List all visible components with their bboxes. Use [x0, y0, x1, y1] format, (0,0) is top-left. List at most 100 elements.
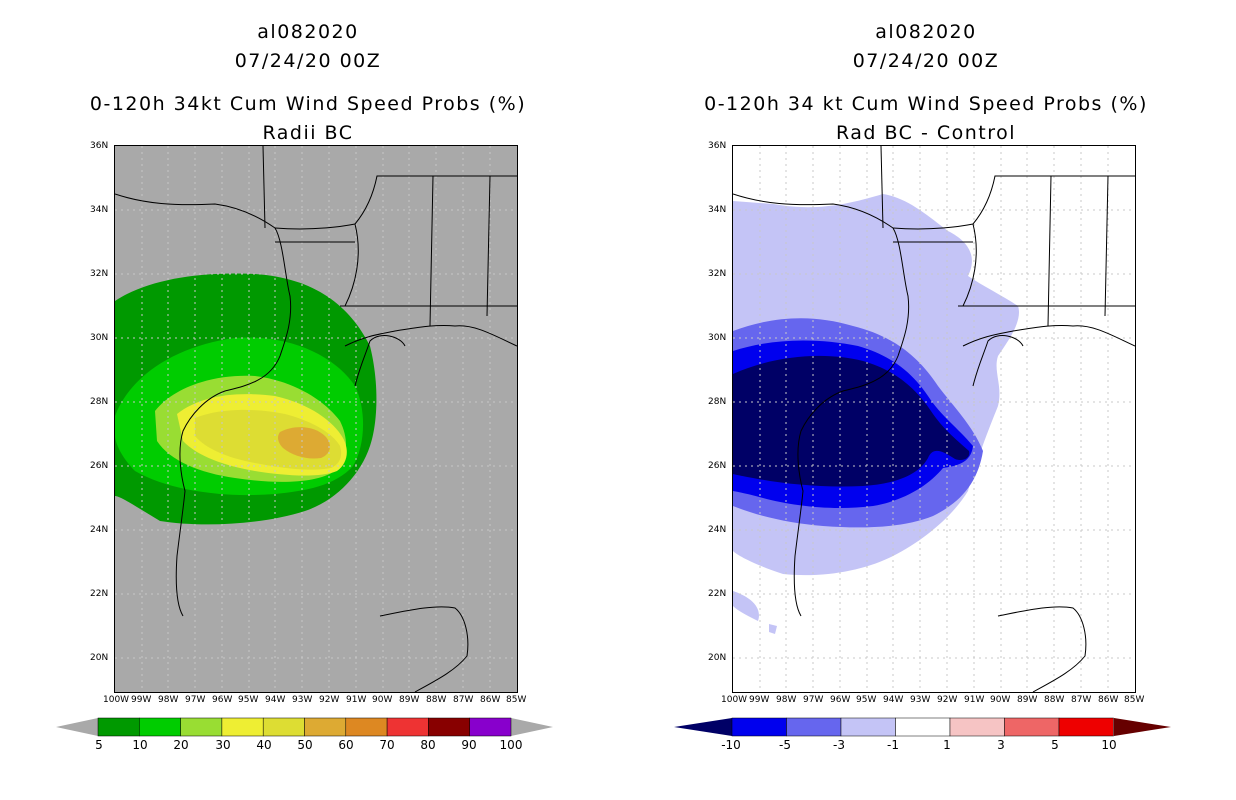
- lat-label: 32N: [90, 269, 109, 279]
- lon-label: 99W: [749, 695, 770, 705]
- lon-label: 95W: [856, 695, 877, 705]
- left-map-svg: [115, 146, 517, 692]
- colorbar-label: -10: [721, 738, 741, 752]
- colorbar-label: 50: [297, 738, 313, 752]
- colorbar-cell: [262, 717, 305, 737]
- colorbar-cell: [895, 717, 951, 737]
- left-prob-contours: [115, 273, 377, 525]
- lat-label: 20N: [90, 653, 109, 663]
- colorbar-cell: [180, 717, 223, 737]
- lon-label: 90W: [990, 695, 1011, 705]
- lon-label: 88W: [426, 695, 447, 705]
- colorbar-label: 5: [1051, 738, 1059, 752]
- right-init-time: 07/24/20 00Z: [852, 50, 1000, 72]
- colorbar-label: -1: [887, 738, 899, 752]
- colorbar-label: 80: [420, 738, 436, 752]
- lon-label: 91W: [346, 695, 367, 705]
- colorbar-cell: [97, 717, 140, 737]
- right-grid: [733, 146, 1135, 692]
- colorbar-label: 40: [256, 738, 272, 752]
- right-colorbar-over-triangle: [1114, 718, 1171, 736]
- colorbar-label: 30: [215, 738, 231, 752]
- left-colorbar-over-triangle: [511, 718, 553, 736]
- lat-label: 28N: [90, 397, 109, 407]
- colorbar-cell: [428, 717, 470, 737]
- colorbar-cell: [345, 717, 388, 737]
- lon-label: 96W: [830, 695, 851, 705]
- lon-label: 90W: [372, 695, 393, 705]
- lon-label: 100W: [721, 695, 748, 705]
- lon-label: 92W: [937, 695, 958, 705]
- right-difference-map: [732, 145, 1136, 693]
- colorbar-cell: [786, 717, 842, 737]
- left-init-time: 07/24/20 00Z: [234, 50, 382, 72]
- colorbar-label: 10: [132, 738, 148, 752]
- lat-label: 32N: [708, 269, 727, 279]
- diff-navy: [733, 355, 970, 487]
- lat-label: 30N: [90, 333, 109, 343]
- lat-label: 22N: [90, 589, 109, 599]
- colorbar-label: 3: [997, 738, 1005, 752]
- lat-label: 26N: [90, 461, 109, 471]
- diff-light-blue-islands: [733, 591, 777, 634]
- lat-label: 28N: [708, 397, 727, 407]
- right-coastlines: [733, 146, 1135, 692]
- left-colorbar-under-triangle: [56, 718, 98, 736]
- lon-label: 93W: [292, 695, 313, 705]
- colorbar-cell: [304, 717, 347, 737]
- colorbar-label: 10: [1101, 738, 1117, 752]
- left-product-subtitle: Radii BC: [262, 122, 354, 144]
- lon-label: 98W: [776, 695, 797, 705]
- lon-label: 96W: [212, 695, 233, 705]
- colorbar-label: 5: [95, 738, 103, 752]
- lat-label: 26N: [708, 461, 727, 471]
- left-storm-id: al082020: [257, 21, 359, 43]
- lon-label: 86W: [480, 695, 501, 705]
- colorbar-label: -5: [779, 738, 791, 752]
- lon-label: 88W: [1044, 695, 1065, 705]
- lon-label: 89W: [399, 695, 420, 705]
- lat-label: 36N: [90, 141, 109, 151]
- lon-label: 85W: [506, 695, 527, 705]
- lat-label: 36N: [708, 141, 727, 151]
- colorbar-label: 90: [461, 738, 477, 752]
- colorbar-cell: [1004, 717, 1060, 737]
- colorbar-cell: [139, 717, 181, 737]
- colorbar-label: 70: [379, 738, 395, 752]
- colorbar-cell: [731, 717, 787, 737]
- colorbar-cell: [949, 717, 1005, 737]
- left-product-title: 0-120h 34kt Cum Wind Speed Probs (%): [89, 93, 527, 115]
- colorbar-cell: [221, 717, 264, 737]
- colorbar-label: 60: [338, 738, 354, 752]
- lat-label: 24N: [708, 525, 727, 535]
- lon-label: 87W: [453, 695, 474, 705]
- lon-label: 98W: [158, 695, 179, 705]
- lon-label: 87W: [1071, 695, 1092, 705]
- right-storm-id: al082020: [875, 21, 977, 43]
- colorbar-label: 20: [173, 738, 189, 752]
- lon-label: 86W: [1098, 695, 1119, 705]
- lon-label: 99W: [131, 695, 152, 705]
- lon-label: 95W: [238, 695, 259, 705]
- lon-label: 89W: [1017, 695, 1038, 705]
- right-colorbar-under-triangle: [674, 718, 732, 736]
- lon-label: 92W: [319, 695, 340, 705]
- lon-label: 94W: [883, 695, 904, 705]
- lon-label: 91W: [964, 695, 985, 705]
- right-panel-title: al082020 07/24/20 00Z 0-120h 34 kt Cum W…: [646, 18, 1206, 148]
- lon-label: 97W: [803, 695, 824, 705]
- colorbar-cell: [469, 717, 512, 737]
- colorbar-label: 1: [943, 738, 951, 752]
- colorbar-label: 100: [499, 738, 523, 752]
- lon-label: 100W: [103, 695, 130, 705]
- right-product-subtitle: Rad BC - Control: [835, 122, 1017, 144]
- colorbar-cell: [1058, 717, 1114, 737]
- lon-label: 85W: [1124, 695, 1145, 705]
- left-grid: [115, 146, 517, 692]
- left-probability-map: [114, 145, 518, 693]
- lon-label: 97W: [185, 695, 206, 705]
- colorbar-cell: [840, 717, 896, 737]
- left-panel-title: al082020 07/24/20 00Z 0-120h 34kt Cum Wi…: [28, 18, 588, 148]
- right-product-title: 0-120h 34 kt Cum Wind Speed Probs (%): [704, 93, 1148, 115]
- lat-label: 30N: [708, 333, 727, 343]
